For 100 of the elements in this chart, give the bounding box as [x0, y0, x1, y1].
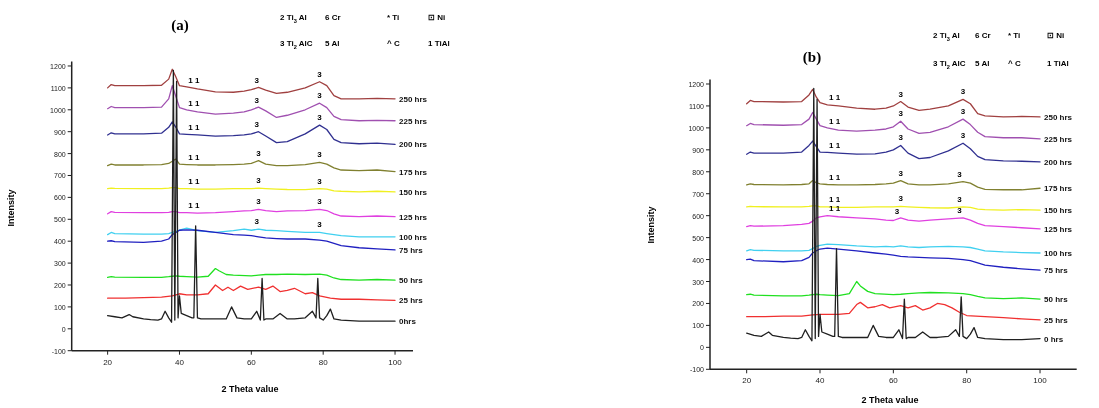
annotation: 3 [960, 107, 966, 117]
series-label: 250 hrs [399, 94, 428, 104]
text: * Ti [387, 13, 400, 22]
annotation: 1 1 [829, 204, 841, 214]
series-label: 0 hrs [1044, 334, 1064, 344]
annotation: 3 [317, 69, 323, 79]
line-series [746, 215, 1041, 230]
annotation: 3 [960, 131, 966, 141]
text: ⊡ Ni [428, 13, 446, 22]
text: 1 TiAl [428, 39, 450, 48]
series-label: 200 hrs [1044, 157, 1073, 167]
x-tick-label: 60 [246, 357, 257, 367]
annotation: 3 [957, 170, 963, 180]
annotation: 1 1 [829, 140, 841, 150]
text: 1 TiAl [1047, 59, 1069, 68]
text: 3 Ti$_{2}$AlC [933, 59, 966, 70]
line-series [746, 111, 1041, 140]
line-series [106, 85, 396, 122]
line-series [746, 301, 1041, 321]
annotation: 3 [317, 197, 323, 207]
annotation: 3 [957, 195, 963, 205]
x-tick-label: 100 [388, 357, 403, 367]
annotation: 3 [898, 89, 904, 99]
series-label: 200 hrs [399, 140, 428, 150]
annotation: 3 [317, 176, 323, 186]
annotation: 1 1 [188, 152, 200, 162]
line-series [106, 121, 396, 146]
annotation: 1 1 [829, 195, 841, 205]
series-label: 225 hrs [1044, 134, 1073, 144]
annotation: 3 [317, 113, 323, 123]
line-series [746, 179, 1041, 191]
annotation: 1 1 [829, 93, 841, 103]
series-label: 50 hrs [1044, 295, 1069, 305]
series-label: 225 hrs [399, 116, 428, 126]
x-tick-label: 80 [318, 357, 329, 367]
annotation: 3 [254, 95, 260, 105]
line-series [106, 68, 396, 100]
line-series [106, 229, 396, 251]
x-tick-label: 60 [888, 376, 899, 386]
series-label: 125 hrs [399, 212, 428, 222]
series-label: 150 hrs [1044, 206, 1073, 216]
line-series [746, 87, 1041, 342]
series-label: 100 hrs [1044, 248, 1073, 258]
annotation: 3 [960, 87, 966, 97]
line-series [106, 208, 396, 218]
annotation: 1 1 [188, 99, 200, 109]
annotation: 3 [957, 206, 963, 216]
series-label: 175 hrs [399, 167, 428, 177]
x-axis-title: 2 Theta value [221, 384, 279, 394]
annotation: 3 [256, 197, 262, 207]
annotation: 1 1 [188, 176, 200, 186]
annotation: 3 [894, 207, 900, 217]
series-label: 150 hrs [399, 187, 428, 197]
annotation: 1 1 [829, 172, 841, 182]
series-label: 250 hrs [1044, 112, 1073, 122]
x-tick-label: 100 [1033, 376, 1048, 386]
chart-title: (b) [802, 49, 822, 66]
annotation: 3 [254, 217, 260, 227]
text: ⊡ Ni [1047, 31, 1065, 40]
x-tick-label: 80 [962, 376, 972, 386]
line-series [746, 280, 1041, 300]
annotation: 3 [898, 133, 904, 143]
line-series [106, 69, 396, 323]
line-series [746, 243, 1041, 254]
annotation: 3 [256, 176, 262, 186]
x-axis-title: 2 Theta value [861, 395, 919, 405]
annotation: 1 1 [188, 122, 200, 132]
series-label: 125 hrs [1044, 224, 1073, 234]
y-axis-title: Intensity [646, 206, 656, 244]
line-series [106, 267, 396, 281]
line-series [106, 284, 396, 301]
annotation: 3 [898, 194, 904, 204]
text: 2 Ti$_{3}$Al [280, 13, 307, 24]
text: 6 Cr [975, 31, 991, 40]
series-label: 100 hrs [399, 232, 428, 242]
series-label: 75 hrs [1044, 266, 1069, 276]
y-axis-title: Intensity [6, 189, 16, 227]
line-series [746, 140, 1041, 163]
series-label: 25 hrs [1044, 315, 1069, 325]
annotation: 3 [254, 120, 260, 130]
annotation: 3 [317, 91, 323, 101]
annotation: 3 [317, 220, 323, 230]
line-series [106, 158, 396, 173]
annotation: 3 [317, 150, 323, 160]
x-tick-label: 40 [175, 357, 185, 367]
series-label: 0hrs [399, 317, 417, 327]
series-label: 75 hrs [399, 245, 424, 255]
line-series [746, 88, 1041, 118]
x-tick-label: 40 [815, 376, 826, 386]
line-series [746, 247, 1041, 271]
annotation: 3 [256, 148, 262, 158]
x-tick-label: 20 [742, 376, 752, 386]
x-tick-label: 20 [103, 357, 113, 367]
text: ^ C [1008, 59, 1021, 68]
series-label: 25 hrs [399, 296, 424, 306]
text: 5 Al [325, 39, 340, 48]
text: * Ti [1008, 31, 1021, 40]
text: 3 Ti$_{2}$AlC [280, 39, 313, 50]
line-series [106, 227, 396, 238]
series-label: 50 hrs [399, 276, 424, 286]
